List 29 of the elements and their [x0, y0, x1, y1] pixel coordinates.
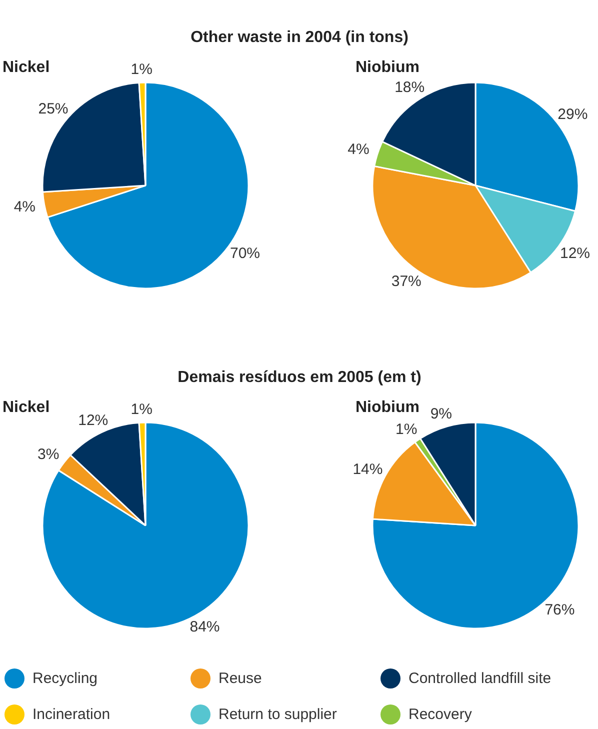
data-label: 29% [558, 106, 588, 123]
data-label: 84% [190, 618, 220, 636]
data-label: 25% [38, 100, 68, 118]
chart-title: Niobium [356, 59, 420, 76]
data-label: 37% [391, 272, 422, 290]
text: Demais resíduos em 2005 (em t) [178, 369, 422, 386]
legend-label: Recovery [408, 706, 472, 723]
text: Other waste in 2004 (in tons) [190, 29, 408, 46]
legend-label: Return to supplier [218, 706, 337, 723]
data-label: 4% [14, 198, 36, 216]
data-label: 12% [78, 412, 108, 430]
data-label: 3% [37, 446, 60, 463]
data-label: 18% [394, 79, 425, 96]
legend-label: Recycling [32, 670, 98, 687]
chart-title: Nickel [2, 399, 50, 416]
data-label: 70% [230, 245, 260, 262]
data-label: 12% [560, 245, 590, 262]
data-label: 1% [396, 421, 418, 438]
legend-label: Incineration [32, 706, 110, 723]
data-label: 4% [348, 141, 370, 158]
chart-title: Nickel [2, 59, 50, 76]
data-label: 1% [130, 401, 152, 418]
data-label: 1% [130, 61, 152, 78]
legend-label: Controlled landfill site [408, 670, 552, 687]
data-label: 9% [430, 406, 452, 423]
legend-label: Reuse [218, 670, 262, 687]
chart-title: Niobium [356, 399, 420, 416]
data-label: 76% [544, 602, 575, 619]
data-label: 14% [352, 461, 383, 478]
